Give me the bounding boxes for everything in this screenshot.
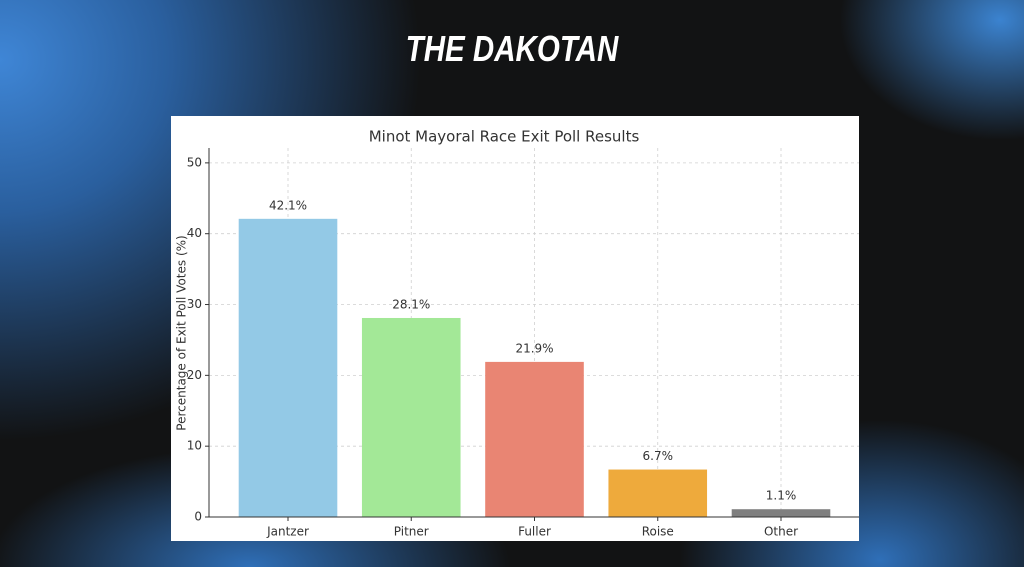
x-tick-label: Other bbox=[764, 525, 798, 539]
y-tick-label: 30 bbox=[187, 297, 202, 311]
value-label: 42.1% bbox=[269, 198, 307, 212]
x-tick-label: Pitner bbox=[394, 525, 429, 539]
x-tick-label: Roise bbox=[642, 525, 674, 539]
x-tick-label: Fuller bbox=[518, 525, 551, 539]
value-label: 28.1% bbox=[392, 297, 430, 311]
chart: Minot Mayoral Race Exit Poll Results Per… bbox=[171, 116, 859, 541]
y-tick-label: 40 bbox=[187, 226, 202, 240]
y-tick-label: 20 bbox=[187, 368, 202, 382]
y-tick-label: 10 bbox=[187, 439, 202, 453]
y-tick-label: 50 bbox=[187, 155, 202, 169]
x-tick-label: Jantzer bbox=[266, 525, 309, 539]
value-label: 21.9% bbox=[515, 341, 553, 355]
bar bbox=[485, 361, 584, 517]
bar bbox=[608, 469, 708, 517]
value-label: 1.1% bbox=[766, 489, 797, 503]
bar bbox=[361, 317, 461, 517]
y-tick-label: 0 bbox=[194, 510, 202, 524]
value-label: 6.7% bbox=[643, 449, 674, 463]
bar bbox=[731, 509, 831, 517]
bar bbox=[238, 218, 338, 518]
y-axis-label: Percentage of Exit Poll Votes (%) bbox=[175, 235, 189, 430]
chart-title: Minot Mayoral Race Exit Poll Results bbox=[369, 128, 640, 146]
brand-title: THE DAKOTAN bbox=[405, 28, 619, 69]
